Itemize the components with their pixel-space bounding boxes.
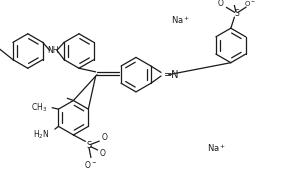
Text: O: O [101, 133, 107, 142]
Text: Na$^+$: Na$^+$ [171, 15, 190, 26]
Text: S: S [234, 9, 239, 18]
Text: NH: NH [48, 46, 59, 55]
Text: H$_2$N: H$_2$N [33, 129, 49, 141]
Text: Na$^+$: Na$^+$ [207, 142, 226, 154]
Text: S: S [86, 141, 91, 150]
Text: CH$_3$: CH$_3$ [31, 101, 47, 114]
Text: O: O [100, 149, 105, 158]
Text: O: O [218, 0, 224, 8]
Text: O$^-$: O$^-$ [244, 0, 256, 8]
Text: O$^-$: O$^-$ [84, 159, 98, 170]
Text: =N: =N [164, 70, 179, 80]
